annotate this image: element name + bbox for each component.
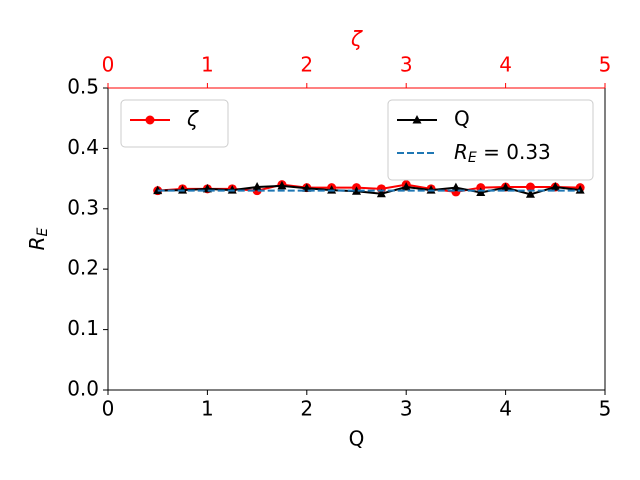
x-tick-label: 0 — [102, 397, 115, 421]
data-point — [401, 182, 411, 191]
x2-tick-label: 3 — [400, 53, 413, 77]
data-point — [525, 182, 535, 192]
data-point — [376, 188, 386, 198]
data-point — [277, 180, 287, 190]
data-point — [550, 182, 560, 191]
x-axis-label: Q — [349, 427, 365, 451]
x2-axis-label: ζ — [350, 27, 363, 51]
legend-box — [387, 99, 594, 181]
data-point — [501, 182, 511, 192]
data-point — [252, 182, 262, 191]
data-point — [302, 183, 312, 192]
x2-tick-label: 0 — [102, 53, 115, 77]
x2-tick-label: 4 — [499, 53, 512, 77]
x-tick-label: 1 — [201, 397, 214, 421]
y-tick-label: 0.3 — [67, 195, 99, 219]
data-point — [451, 182, 461, 192]
y-tick-label: 0.1 — [67, 316, 99, 340]
data-point — [352, 186, 361, 195]
data-point — [525, 189, 535, 198]
x-tick-label: 3 — [400, 397, 413, 421]
y-tick-label: 0.5 — [67, 75, 99, 99]
y-tick-label: 0.4 — [67, 135, 99, 159]
legend-marker — [412, 115, 422, 124]
y-axis-label: RE — [25, 227, 52, 250]
legend-label: Q — [454, 107, 470, 131]
x2-tick-label: 5 — [599, 53, 612, 77]
y-tick-label: 0.2 — [67, 256, 99, 280]
x-tick-label: 5 — [599, 397, 612, 421]
y-tick-label: 0.0 — [67, 377, 99, 401]
legend-label: RE = 0.33 — [454, 140, 551, 167]
x-tick-label: 2 — [300, 397, 313, 421]
x2-tick-label: 1 — [201, 53, 214, 77]
legend-label: ζ — [186, 107, 199, 131]
legend-box — [120, 99, 229, 148]
x-tick-label: 4 — [499, 397, 512, 421]
data-point — [476, 187, 486, 196]
x2-tick-label: 2 — [300, 53, 313, 77]
legend-marker — [145, 115, 155, 125]
